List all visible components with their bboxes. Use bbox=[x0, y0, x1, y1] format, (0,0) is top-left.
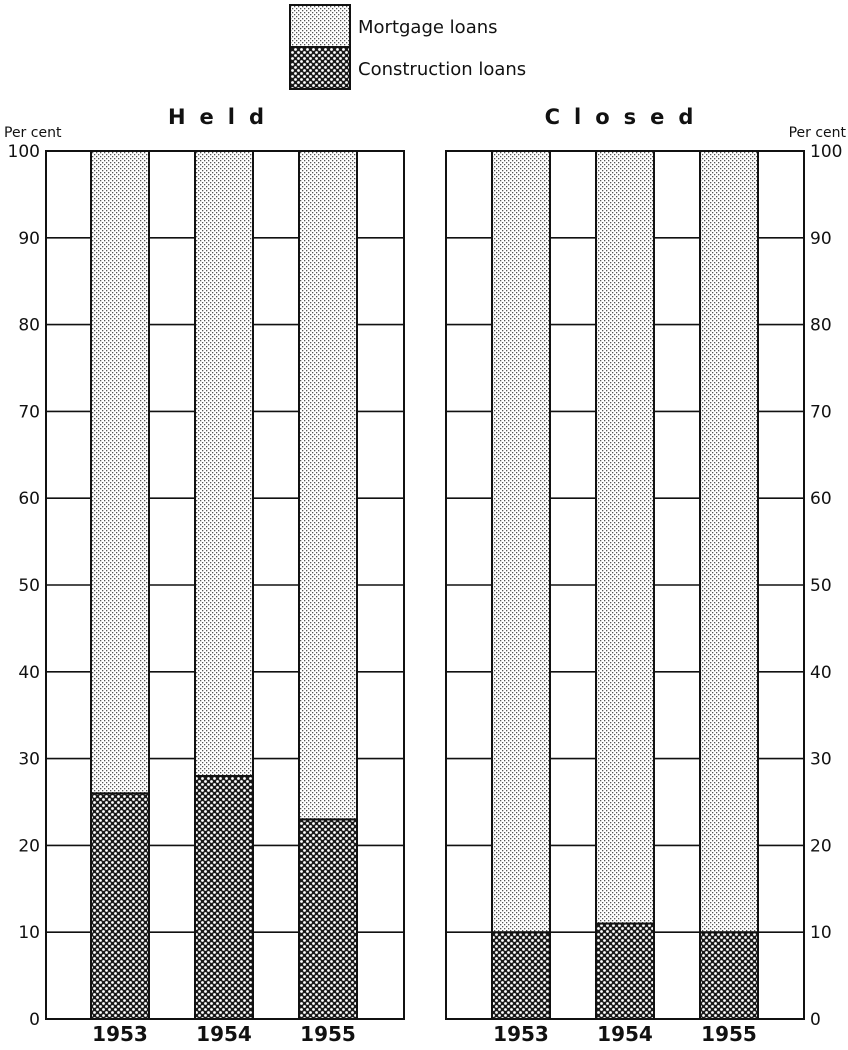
bar-held-1955-mortgage-loans bbox=[298, 150, 358, 821]
y-axis-label-left: Per cent bbox=[4, 125, 62, 141]
x-axis-ticks-closed: 1953 1954 1955 bbox=[493, 1022, 757, 1046]
y-axis-label-right: Per cent bbox=[789, 125, 847, 141]
y-tick-label-held-90: 90 bbox=[18, 229, 40, 249]
y-tick-label-closed-20: 20 bbox=[810, 836, 832, 856]
x-axis-ticks-held: 1953 1954 1955 bbox=[92, 1022, 356, 1046]
y-tick-label-closed-80: 80 bbox=[810, 316, 832, 336]
bar-held-1954-construction-loans bbox=[194, 774, 254, 1021]
panel-title-held: Held bbox=[168, 105, 278, 129]
y-tick-label-closed-40: 40 bbox=[810, 663, 832, 683]
y-tick-label-held-50: 50 bbox=[18, 576, 40, 596]
panel-held: 0 10 20 30 40 50 60 70 80 90 100 1953 1954 1955 bbox=[8, 142, 405, 1046]
legend-label-mortgage: Mortgage loans bbox=[358, 17, 498, 38]
x-tick-label-held-1955: 1955 bbox=[300, 1022, 356, 1046]
y-tick-label-held-80: 80 bbox=[18, 316, 40, 336]
bar-closed-1954-construction-loans bbox=[595, 922, 655, 1021]
y-tick-label-held-30: 30 bbox=[18, 750, 40, 770]
y-tick-label-closed-60: 60 bbox=[810, 489, 832, 509]
y-tick-label-held-70: 70 bbox=[18, 402, 40, 422]
bar-held-1953-mortgage-loans bbox=[90, 150, 150, 795]
bar-held-1954-mortgage-loans bbox=[194, 150, 254, 777]
y-tick-label-held-10: 10 bbox=[18, 923, 40, 943]
legend-item-mortgage: Mortgage loans bbox=[289, 4, 498, 48]
bar-closed-1953-construction-loans bbox=[491, 931, 551, 1021]
y-tick-label-closed-70: 70 bbox=[810, 402, 832, 422]
y-tick-label-closed-50: 50 bbox=[810, 576, 832, 596]
bar-closed-1955-construction-loans bbox=[699, 931, 759, 1021]
bars-closed bbox=[491, 150, 759, 1021]
y-tick-label-closed-10: 10 bbox=[810, 923, 832, 943]
legend-swatch-construction bbox=[289, 46, 351, 90]
x-tick-label-closed-1953: 1953 bbox=[493, 1022, 549, 1046]
y-tick-label-closed-100: 100 bbox=[810, 142, 842, 162]
legend-swatch-mortgage bbox=[289, 4, 351, 48]
bars-held bbox=[90, 150, 358, 1021]
bar-closed-1954-mortgage-loans bbox=[595, 150, 655, 925]
y-tick-label-held-0: 0 bbox=[29, 1010, 40, 1030]
x-tick-label-closed-1954: 1954 bbox=[597, 1022, 653, 1046]
y-tick-label-held-60: 60 bbox=[18, 489, 40, 509]
y-axis-ticks-held: 0 10 20 30 40 50 60 70 80 90 100 bbox=[8, 142, 40, 1030]
panel-title-closed: Closed bbox=[545, 105, 708, 129]
bar-closed-1953-mortgage-loans bbox=[491, 150, 551, 934]
x-tick-label-closed-1955: 1955 bbox=[701, 1022, 757, 1046]
y-tick-label-held-100: 100 bbox=[8, 142, 40, 162]
legend-label-construction: Construction loans bbox=[358, 59, 526, 80]
y-tick-label-closed-90: 90 bbox=[810, 229, 832, 249]
x-tick-label-held-1953: 1953 bbox=[92, 1022, 148, 1046]
panel-closed: 0 10 20 30 40 50 60 70 80 90 100 1953 1954 1955 bbox=[445, 142, 842, 1046]
legend-item-construction: Construction loans bbox=[289, 46, 526, 90]
panel-frame-held bbox=[45, 150, 405, 1020]
y-axis-ticks-closed: 0 10 20 30 40 50 60 70 80 90 100 bbox=[810, 142, 842, 1030]
y-tick-label-held-20: 20 bbox=[18, 836, 40, 856]
legend: Mortgage loans Construction loans bbox=[289, 4, 526, 90]
bar-held-1953-construction-loans bbox=[90, 792, 150, 1020]
bar-held-1955-construction-loans bbox=[298, 818, 358, 1020]
y-tick-label-closed-30: 30 bbox=[810, 750, 832, 770]
y-tick-label-closed-0: 0 bbox=[810, 1010, 821, 1030]
y-tick-label-held-40: 40 bbox=[18, 663, 40, 683]
x-tick-label-held-1954: 1954 bbox=[196, 1022, 252, 1046]
panel-frame-closed bbox=[445, 150, 805, 1020]
bar-closed-1955-mortgage-loans bbox=[699, 150, 759, 934]
